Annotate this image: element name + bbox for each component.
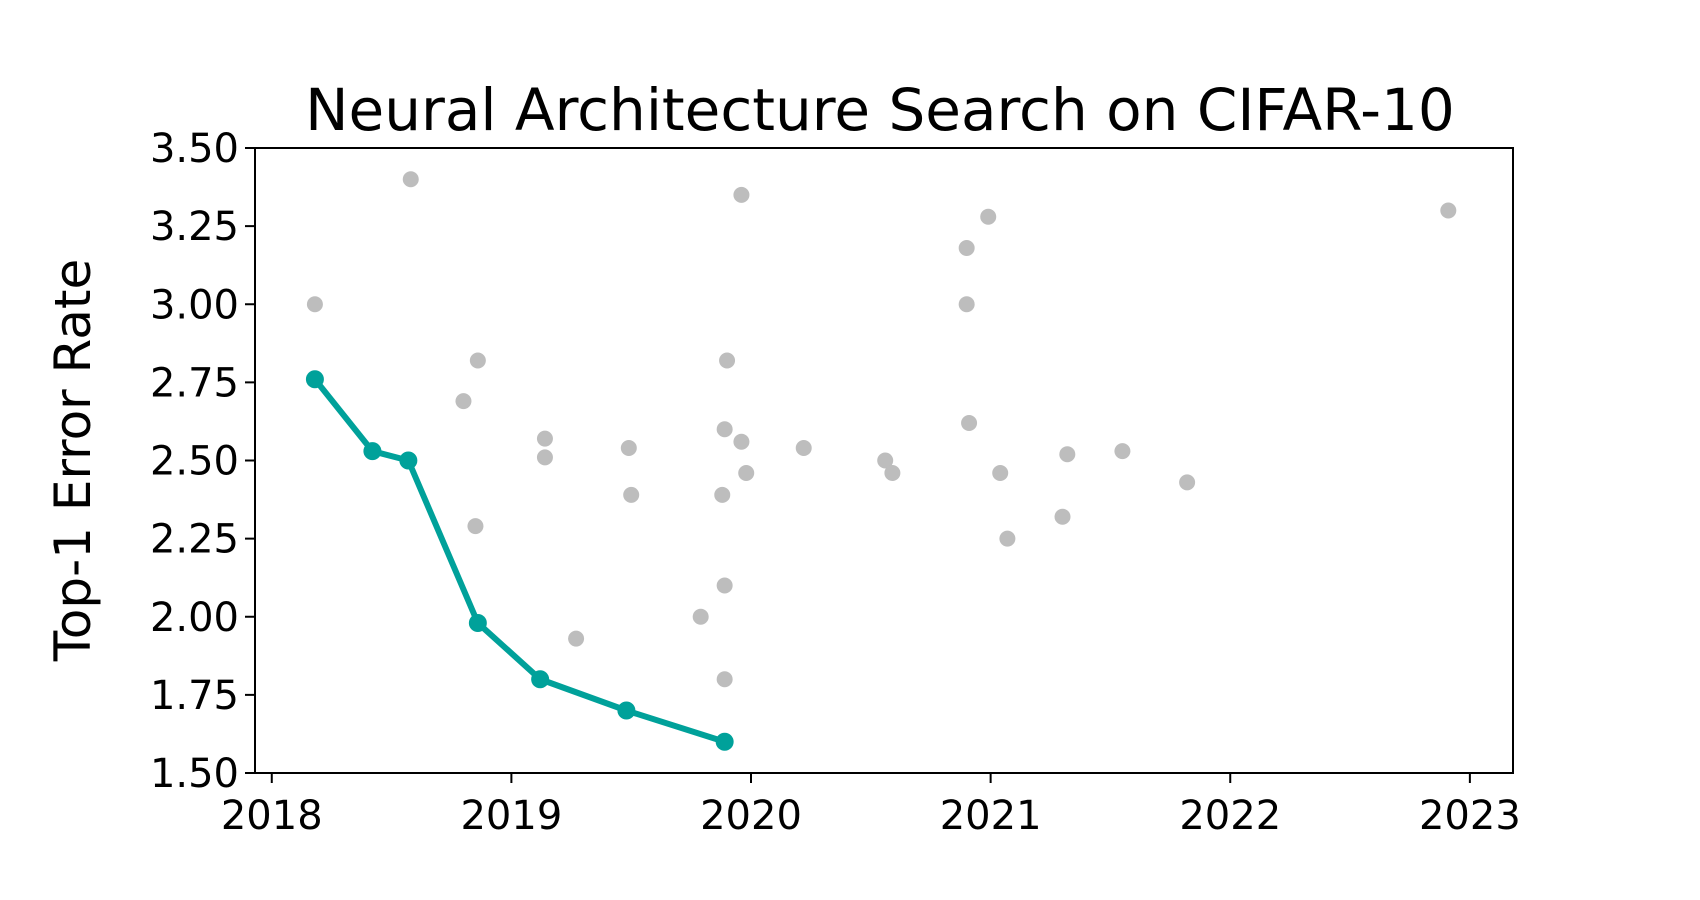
scatter-point [719,352,736,369]
x-tick-label: 2020 [700,793,802,839]
frontier-line [311,376,728,745]
y-axis: 1.50 1.75 2.00 2.25 2.50 2.75 3.00 3.25 3.50 [150,126,255,797]
scatter-point [306,296,323,313]
x-axis: 2018 2019 2020 2021 2022 2023 [221,773,1521,839]
scatter-point [692,608,709,625]
scatter-point [1179,474,1196,491]
scatter-point [716,577,733,594]
plot-area-frame [254,147,1514,774]
frontier-point [468,614,487,632]
scatter-point [536,449,553,466]
x-tick-label: 2019 [460,793,562,839]
y-tick-label: 3.00 [150,282,239,328]
frontier-point [305,370,324,389]
scatter-point [992,465,1009,481]
scatter-point [716,671,733,688]
scatter-point [1114,443,1131,460]
y-tick-label: 2.00 [150,595,239,641]
scatter-point [877,452,894,469]
frontier-point [363,442,382,461]
y-tick-label: 2.50 [150,439,239,485]
scatter-point [884,465,901,481]
y-tick-label: 1.75 [150,673,239,719]
scatter-point [980,208,997,225]
scatter-point [467,518,484,535]
scatter-points [306,171,1457,688]
scatter-point [714,486,731,503]
y-axis-label: Top-1 Error Rate [44,259,102,663]
scatter-point [623,486,640,503]
scatter-point [733,433,750,450]
frontier-series [305,370,734,751]
y-tick-label: 1.50 [150,751,239,797]
scatter-point [961,415,978,431]
frontier-point [531,670,550,689]
y-tick-label: 3.50 [150,126,239,172]
frontier-point [617,701,636,720]
scatter-point [568,630,585,647]
scatter-point [795,440,812,456]
scatter-point [999,530,1016,547]
scatter-point [536,430,553,447]
frontier-point [399,451,418,470]
scatter-point [958,296,975,313]
scatter-point [469,352,486,369]
y-tick-label: 2.25 [150,517,239,563]
scatter-point [738,465,755,481]
frontier-point [715,732,734,751]
y-tick-label: 3.25 [150,204,239,250]
scatter-point [1054,508,1071,525]
chart-title: Neural Architecture Search on CIFAR-10 [305,76,1455,144]
y-tick-label: 2.75 [150,360,239,406]
scatter-point [1059,446,1076,463]
x-tick-label: 2023 [1419,793,1521,839]
x-tick-label: 2022 [1179,793,1281,839]
scatter-point [455,393,472,410]
x-tick-label: 2021 [940,793,1042,839]
scatter-point [402,171,419,188]
scatter-point [620,440,637,456]
x-tick-label: 2018 [221,793,323,839]
scatter-point [716,421,733,438]
scatter-point [958,240,975,256]
scatter-point [1440,202,1457,219]
scatter-point [733,186,750,203]
